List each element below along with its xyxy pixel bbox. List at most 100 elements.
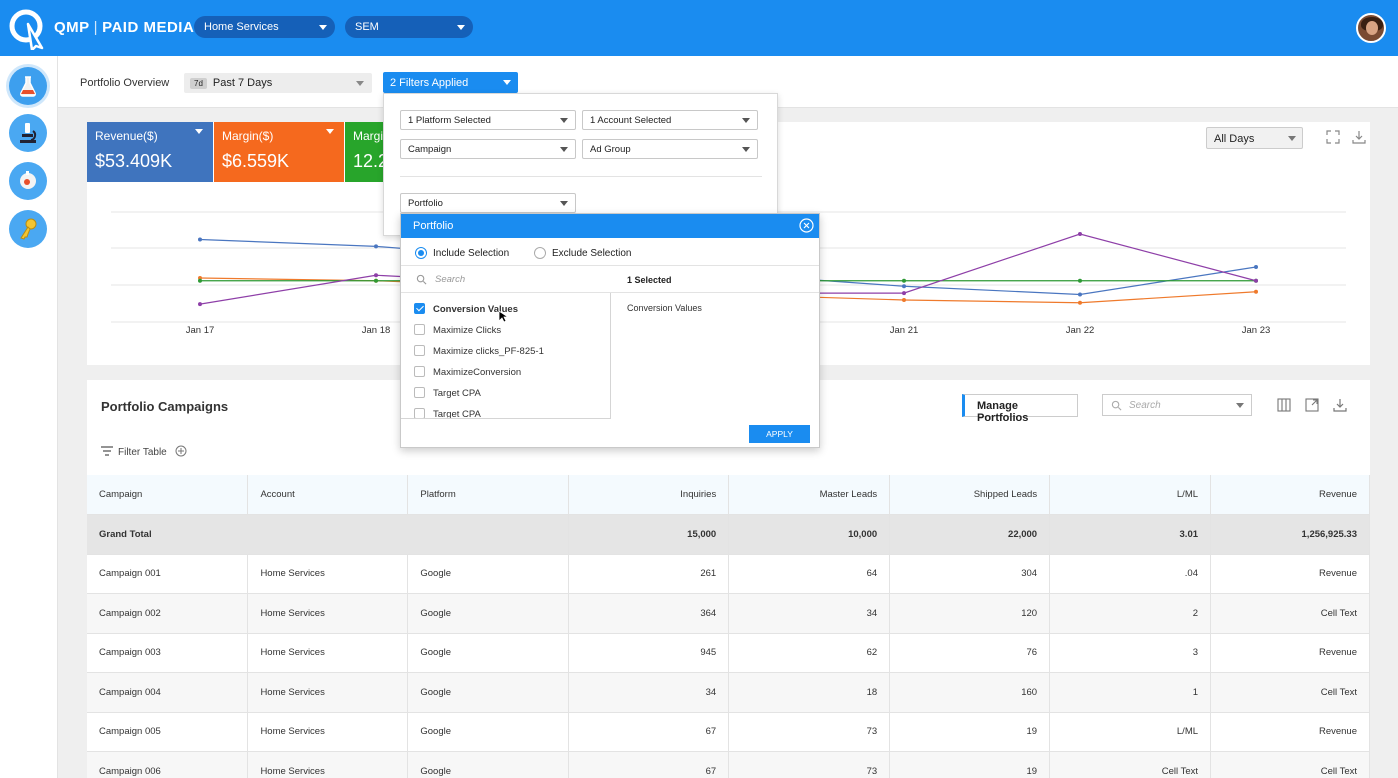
selected-item[interactable]: Conversion Values bbox=[627, 303, 702, 313]
table-cell: 76 bbox=[889, 633, 1051, 673]
portfolio-option[interactable]: Maximize clicks_PF-825-1 bbox=[414, 345, 544, 357]
campaign-select[interactable]: Campaign bbox=[400, 139, 576, 159]
channel-select[interactable]: SEM bbox=[345, 16, 473, 38]
col-header-account[interactable]: Account bbox=[247, 475, 409, 515]
portfolio-dropdown-header: Portfolio bbox=[401, 214, 819, 238]
date-range-select[interactable]: 7d Past 7 Days bbox=[184, 73, 372, 93]
data-point[interactable] bbox=[902, 298, 906, 302]
user-avatar[interactable] bbox=[1356, 13, 1386, 43]
rail-analytics-button[interactable] bbox=[9, 162, 47, 200]
checkbox-checked-icon[interactable] bbox=[414, 303, 425, 314]
chevron-down-icon bbox=[742, 118, 750, 123]
kpi-margin-pct[interactable]: Margi 12.2 bbox=[345, 122, 385, 182]
col-header-platform[interactable]: Platform bbox=[407, 475, 570, 515]
data-point[interactable] bbox=[1078, 232, 1082, 236]
include-selection-radio[interactable]: Include Selection bbox=[415, 247, 509, 259]
table-cell: 19 bbox=[889, 712, 1051, 752]
data-point[interactable] bbox=[1078, 292, 1082, 297]
data-point[interactable] bbox=[1078, 278, 1082, 283]
table-search-input[interactable]: Search bbox=[1102, 394, 1252, 416]
vertical-select[interactable]: Home Services bbox=[194, 16, 335, 38]
grand-total-row: Grand Total 15,000 10,000 22,000 3.01 1,… bbox=[87, 514, 1370, 555]
table-row[interactable]: Campaign 003 Home Services Google 945 62 76 3 R… bbox=[87, 633, 1370, 673]
col-header-lml[interactable]: L/ML bbox=[1049, 475, 1212, 515]
add-filter-icon[interactable] bbox=[175, 445, 187, 457]
checkbox-icon[interactable] bbox=[414, 345, 425, 356]
portfolio-option[interactable]: Target CPA bbox=[414, 408, 481, 418]
selected-count: 1 Selected bbox=[627, 275, 672, 285]
table-cell: Cell Text bbox=[1210, 593, 1370, 634]
table-row[interactable]: Campaign 001 Home Services Google 261 64 304.… bbox=[87, 554, 1370, 594]
download-icon[interactable] bbox=[1352, 130, 1366, 144]
close-icon[interactable] bbox=[799, 218, 814, 233]
brand-title: QMP | PAID MEDIA bbox=[54, 19, 195, 36]
kpi-revenue[interactable]: Revenue($) $53.409K bbox=[87, 122, 213, 182]
data-point[interactable] bbox=[1078, 300, 1082, 305]
rail-research-button[interactable] bbox=[9, 114, 47, 152]
exclude-selection-radio[interactable]: Exclude Selection bbox=[534, 247, 632, 259]
table-row[interactable]: Campaign 004 Home Services Google 34 18 160 1 C… bbox=[87, 672, 1370, 713]
chevron-down-icon bbox=[326, 129, 334, 134]
table-cell: 3 bbox=[1049, 633, 1212, 673]
data-point[interactable] bbox=[902, 284, 906, 289]
data-point[interactable] bbox=[1254, 289, 1258, 294]
table-cell: 1 bbox=[1049, 672, 1212, 713]
col-header-inquiries[interactable]: Inquiries bbox=[568, 475, 730, 515]
platform-select[interactable]: 1 Platform Selected bbox=[400, 110, 576, 130]
data-point[interactable] bbox=[198, 237, 202, 242]
columns-icon[interactable] bbox=[1277, 398, 1291, 412]
data-point[interactable] bbox=[374, 278, 378, 283]
data-point[interactable] bbox=[374, 273, 378, 278]
portfolio-option[interactable]: MaximizeConversion bbox=[414, 366, 521, 378]
table-cell: 945 bbox=[568, 633, 730, 673]
table-row[interactable]: Campaign 002 Home Services Google 364 34 120 2… bbox=[87, 593, 1370, 634]
checkbox-icon[interactable] bbox=[414, 387, 425, 398]
kpi-margin[interactable]: Margin($) $6.559K bbox=[214, 122, 344, 182]
data-point[interactable] bbox=[1254, 265, 1258, 269]
divider bbox=[400, 176, 762, 177]
microscope-icon bbox=[20, 123, 37, 143]
qmp-logo-icon[interactable] bbox=[8, 6, 48, 50]
table-cell: 62 bbox=[728, 633, 891, 673]
table-cell: Campaign 005 bbox=[87, 712, 249, 752]
table-row[interactable]: Campaign 006 Home Services Google 67 73 19 Cel… bbox=[87, 751, 1370, 778]
col-header-campaign[interactable]: Campaign bbox=[87, 475, 249, 515]
ad-group-select[interactable]: Ad Group bbox=[582, 139, 758, 159]
rail-lab-button[interactable] bbox=[9, 67, 47, 105]
col-header-shipped-leads[interactable]: Shipped Leads bbox=[889, 475, 1051, 515]
data-point[interactable] bbox=[1254, 278, 1258, 283]
col-header-revenue[interactable]: Revenue bbox=[1210, 475, 1370, 515]
filters-applied-button[interactable]: 2 Filters Applied bbox=[383, 72, 518, 93]
grand-total-shipped-leads: 22,000 bbox=[889, 514, 1051, 555]
checkbox-icon[interactable] bbox=[414, 324, 425, 335]
data-point[interactable] bbox=[374, 244, 378, 249]
data-point[interactable] bbox=[902, 278, 906, 283]
rail-access-button[interactable] bbox=[9, 210, 47, 248]
portfolio-search-input[interactable]: Search bbox=[435, 274, 466, 285]
checkbox-icon[interactable] bbox=[414, 408, 425, 418]
expand-icon[interactable] bbox=[1305, 398, 1319, 412]
apply-button[interactable]: APPLY bbox=[749, 425, 810, 443]
portfolio-option[interactable]: Conversion Values bbox=[414, 303, 518, 315]
data-point[interactable] bbox=[198, 302, 202, 307]
filter-table-control[interactable]: Filter Table bbox=[101, 445, 187, 458]
expand-icon[interactable] bbox=[1326, 130, 1340, 144]
portfolio-select[interactable]: Portfolio bbox=[400, 193, 576, 213]
manage-portfolios-button[interactable]: Manage Portfolios bbox=[962, 394, 1078, 424]
data-point[interactable] bbox=[902, 291, 906, 296]
download-icon[interactable] bbox=[1333, 398, 1347, 412]
portfolio-options-list[interactable]: Conversion Values Maximize Clicks Maximize… bbox=[401, 293, 611, 419]
portfolio-option[interactable]: Target CPA bbox=[414, 387, 481, 399]
col-header-master-leads[interactable]: Master Leads bbox=[728, 475, 891, 515]
portfolio-option[interactable]: Maximize Clicks bbox=[414, 324, 501, 336]
table-cell: Google bbox=[407, 593, 570, 634]
checkbox-icon[interactable] bbox=[414, 366, 425, 377]
all-days-select[interactable]: All Days bbox=[1206, 127, 1303, 149]
table-cell: Cell Text bbox=[1049, 751, 1212, 778]
x-tick-label: Jan 22 bbox=[1066, 325, 1095, 336]
account-select[interactable]: 1 Account Selected bbox=[582, 110, 758, 130]
data-point[interactable] bbox=[198, 278, 202, 283]
chevron-down-icon bbox=[1236, 403, 1244, 408]
data-point[interactable] bbox=[198, 276, 202, 280]
table-row[interactable]: Campaign 005 Home Services Google 67 73 19 L/M… bbox=[87, 712, 1370, 752]
